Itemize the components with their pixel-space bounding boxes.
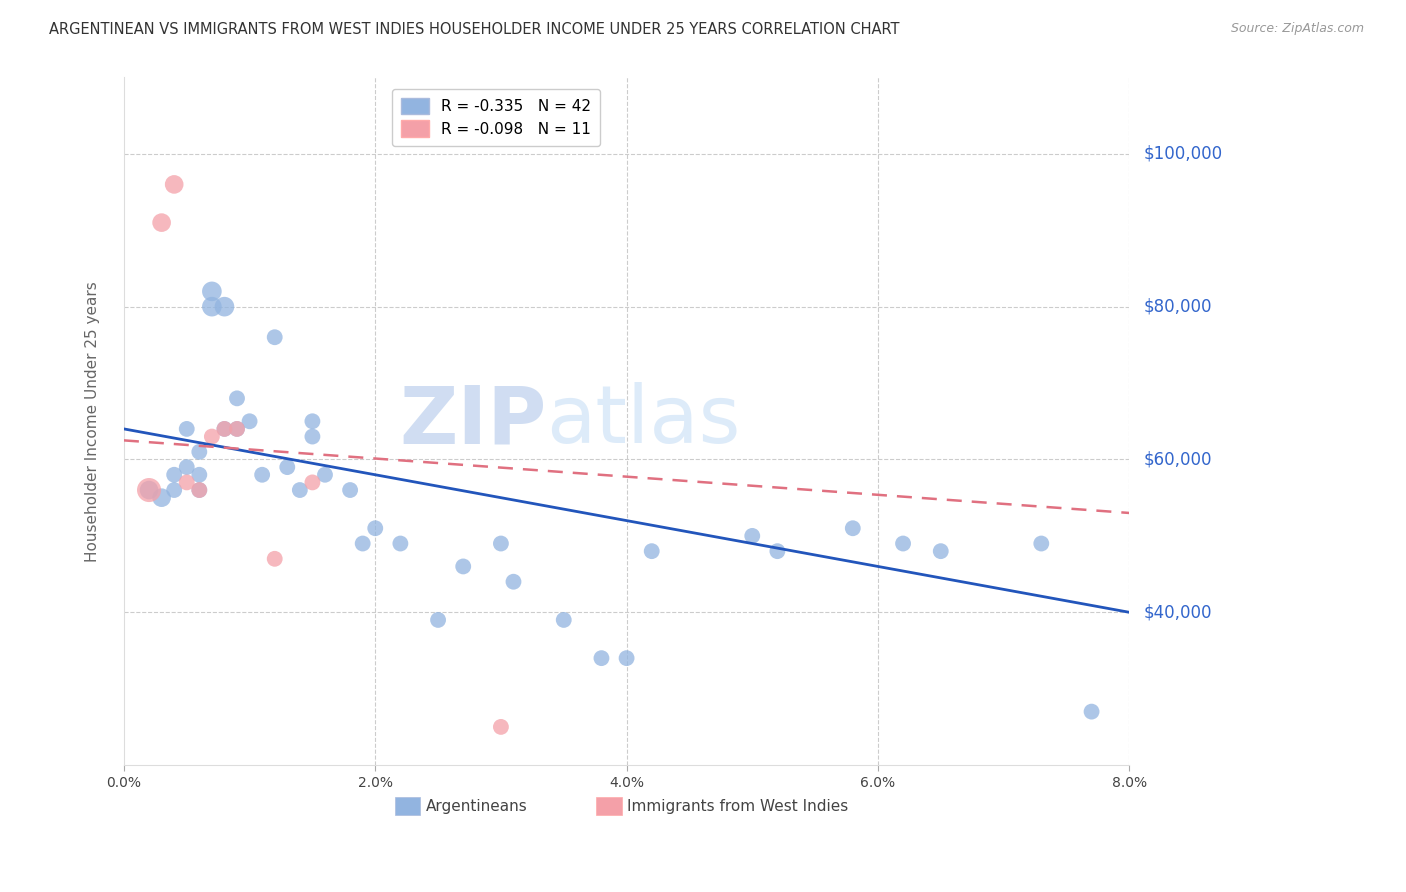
Point xyxy=(451,559,474,574)
Y-axis label: Householder Income Under 25 years: Householder Income Under 25 years xyxy=(86,281,100,562)
Point xyxy=(163,467,186,482)
Point xyxy=(314,467,336,482)
Text: ARGENTINEAN VS IMMIGRANTS FROM WEST INDIES HOUSEHOLDER INCOME UNDER 25 YEARS COR: ARGENTINEAN VS IMMIGRANTS FROM WEST INDI… xyxy=(49,22,900,37)
Point xyxy=(138,483,160,497)
Point xyxy=(263,551,285,566)
Point xyxy=(201,300,224,314)
Point xyxy=(150,216,173,230)
Point xyxy=(188,483,211,497)
Point xyxy=(250,467,273,482)
Point xyxy=(766,544,789,558)
Text: $80,000: $80,000 xyxy=(1143,298,1212,316)
Point xyxy=(502,574,524,589)
Bar xyxy=(395,797,420,814)
Text: $100,000: $100,000 xyxy=(1143,145,1222,163)
Point xyxy=(427,613,450,627)
Point xyxy=(641,544,664,558)
Text: $40,000: $40,000 xyxy=(1143,603,1212,622)
Text: Immigrants from West Indies: Immigrants from West Indies xyxy=(627,799,848,814)
Point xyxy=(741,529,763,543)
Point xyxy=(239,414,262,428)
Text: Source: ZipAtlas.com: Source: ZipAtlas.com xyxy=(1230,22,1364,36)
Point xyxy=(214,422,236,436)
Text: ZIP: ZIP xyxy=(399,383,546,460)
Point xyxy=(176,460,198,475)
Point xyxy=(929,544,952,558)
Point xyxy=(176,475,198,490)
Point xyxy=(389,536,412,550)
Point xyxy=(138,483,160,497)
Point xyxy=(188,483,211,497)
Point xyxy=(301,475,323,490)
Point xyxy=(842,521,865,535)
Point xyxy=(226,392,249,406)
Point xyxy=(214,422,236,436)
Point xyxy=(301,429,323,443)
Point xyxy=(489,536,512,550)
Point xyxy=(188,445,211,459)
Point xyxy=(226,422,249,436)
Bar xyxy=(596,797,621,814)
Text: Argentineans: Argentineans xyxy=(426,799,527,814)
Point xyxy=(489,720,512,734)
Point xyxy=(201,285,224,299)
Point xyxy=(891,536,914,550)
Point xyxy=(616,651,638,665)
Point xyxy=(301,414,323,428)
Point xyxy=(226,422,249,436)
Point xyxy=(150,491,173,505)
Point xyxy=(339,483,361,497)
Text: $60,000: $60,000 xyxy=(1143,450,1212,468)
Point xyxy=(288,483,311,497)
Point xyxy=(352,536,374,550)
Point xyxy=(163,483,186,497)
Point xyxy=(163,178,186,192)
Point xyxy=(214,300,236,314)
Point xyxy=(176,422,198,436)
Point xyxy=(188,467,211,482)
Point xyxy=(1031,536,1053,550)
Point xyxy=(263,330,285,344)
Point xyxy=(201,429,224,443)
Point xyxy=(276,460,298,475)
Text: atlas: atlas xyxy=(546,383,741,460)
Point xyxy=(553,613,575,627)
Point xyxy=(1080,705,1102,719)
Point xyxy=(364,521,387,535)
Legend: R = -0.335   N = 42, R = -0.098   N = 11: R = -0.335 N = 42, R = -0.098 N = 11 xyxy=(392,88,600,146)
Point xyxy=(591,651,613,665)
